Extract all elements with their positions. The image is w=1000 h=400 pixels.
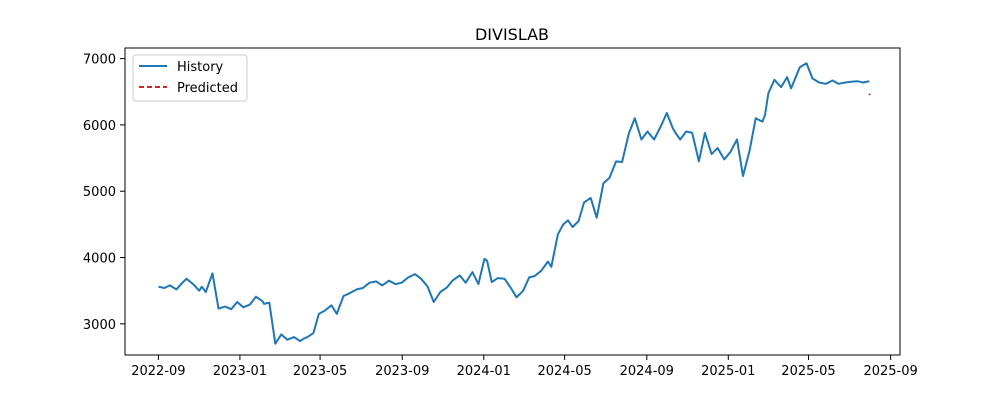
legend-label-history: History: [177, 60, 224, 75]
x-tick-label: 2023-09: [375, 364, 429, 379]
x-tick-label: 2023-05: [293, 364, 347, 379]
x-tick-label: 2025-01: [701, 364, 755, 379]
legend: History Predicted: [132, 54, 248, 102]
plot-area: [124, 47, 901, 356]
series-line-history: [158, 62, 870, 345]
legend-label-predicted: Predicted: [177, 81, 238, 96]
y-tick-label: 7000: [83, 53, 116, 68]
x-tick-label: 2022-09: [131, 364, 185, 379]
y-tick-label: 6000: [83, 119, 116, 134]
y-tick-label: 5000: [83, 185, 116, 200]
x-tick-label: 2024-01: [457, 364, 511, 379]
plot-frame: [124, 47, 901, 356]
y-tick-label: 4000: [83, 252, 116, 267]
y-tick-label: 3000: [83, 318, 116, 333]
series-line-predicted: [868, 93, 871, 96]
chart-title: DIVISLAB: [475, 25, 549, 44]
series-layer: [158, 62, 871, 345]
x-tick-label: 2025-09: [863, 364, 917, 379]
x-tick-label: 2024-05: [537, 364, 591, 379]
x-tick-label: 2023-01: [213, 364, 267, 379]
y-axis: 3000 4000 5000 6000 7000: [83, 53, 125, 333]
x-tick-label: 2025-05: [781, 364, 835, 379]
x-tick-label: 2024-09: [620, 364, 674, 379]
x-axis: 2022-09 2023-01 2023-05 2023-09 2024-01 2024-…: [131, 355, 918, 379]
